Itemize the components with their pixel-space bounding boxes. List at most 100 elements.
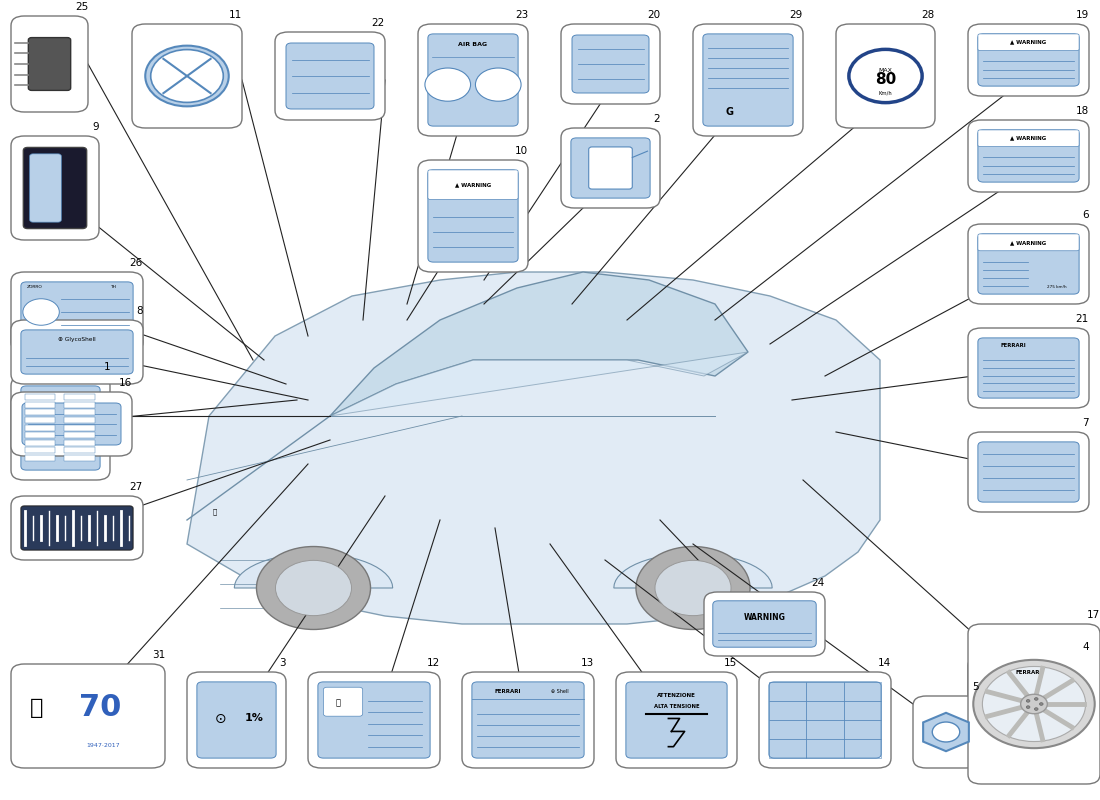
Text: ⊙: ⊙ xyxy=(214,711,227,726)
Text: FERRARI: FERRARI xyxy=(495,689,521,694)
Bar xyxy=(25,455,55,461)
Text: 21: 21 xyxy=(1076,314,1089,324)
Text: 31: 31 xyxy=(152,650,165,660)
FancyBboxPatch shape xyxy=(759,672,891,768)
FancyBboxPatch shape xyxy=(11,16,88,112)
FancyBboxPatch shape xyxy=(978,442,1079,502)
FancyBboxPatch shape xyxy=(30,154,62,222)
Polygon shape xyxy=(330,352,748,416)
FancyBboxPatch shape xyxy=(588,147,632,189)
FancyBboxPatch shape xyxy=(968,656,1089,720)
Text: 🐴: 🐴 xyxy=(212,509,217,515)
Circle shape xyxy=(425,68,471,102)
FancyBboxPatch shape xyxy=(418,160,528,272)
Text: 23: 23 xyxy=(515,10,528,20)
Circle shape xyxy=(1026,706,1030,709)
Text: TH: TH xyxy=(110,285,117,289)
Text: 17: 17 xyxy=(1087,610,1100,620)
FancyBboxPatch shape xyxy=(428,34,518,126)
Bar xyxy=(25,425,55,430)
Text: 70: 70 xyxy=(79,693,121,722)
FancyBboxPatch shape xyxy=(21,506,133,550)
Text: 8: 8 xyxy=(136,306,143,316)
Text: Km/h: Km/h xyxy=(879,90,892,95)
Circle shape xyxy=(256,546,371,630)
Text: 25: 25 xyxy=(75,2,88,12)
FancyBboxPatch shape xyxy=(571,138,650,198)
Bar xyxy=(844,701,881,720)
Polygon shape xyxy=(234,554,393,588)
FancyBboxPatch shape xyxy=(462,672,594,768)
FancyBboxPatch shape xyxy=(978,234,1079,294)
Bar xyxy=(844,720,881,739)
FancyBboxPatch shape xyxy=(275,32,385,120)
Bar xyxy=(25,432,55,438)
FancyBboxPatch shape xyxy=(308,672,440,768)
Text: 4: 4 xyxy=(1082,642,1089,652)
FancyBboxPatch shape xyxy=(713,601,816,647)
Text: 🔧: 🔧 xyxy=(336,698,341,708)
Text: 20: 20 xyxy=(647,10,660,20)
Bar xyxy=(65,447,95,454)
Circle shape xyxy=(849,50,922,102)
Bar xyxy=(806,739,844,758)
Text: 18: 18 xyxy=(1076,106,1089,116)
Circle shape xyxy=(654,560,732,616)
Text: 28: 28 xyxy=(922,10,935,20)
FancyBboxPatch shape xyxy=(978,130,1079,182)
Text: 27: 27 xyxy=(130,482,143,492)
Text: 1%: 1% xyxy=(244,714,263,723)
Text: ZORRO: ZORRO xyxy=(26,285,42,289)
Bar xyxy=(25,447,55,454)
Bar xyxy=(769,739,806,758)
Bar xyxy=(806,720,844,739)
Polygon shape xyxy=(187,272,880,624)
Polygon shape xyxy=(614,554,772,588)
Bar xyxy=(65,455,95,461)
Bar xyxy=(65,410,95,415)
FancyBboxPatch shape xyxy=(21,330,133,374)
FancyBboxPatch shape xyxy=(704,592,825,656)
FancyBboxPatch shape xyxy=(11,320,143,384)
Text: ▲ WARNING: ▲ WARNING xyxy=(1011,240,1046,245)
FancyBboxPatch shape xyxy=(836,24,935,128)
Bar xyxy=(65,402,95,408)
FancyBboxPatch shape xyxy=(616,672,737,768)
Text: 22: 22 xyxy=(372,18,385,28)
Polygon shape xyxy=(330,272,748,416)
Circle shape xyxy=(636,546,750,630)
FancyBboxPatch shape xyxy=(323,687,363,716)
Polygon shape xyxy=(923,713,969,751)
FancyBboxPatch shape xyxy=(978,130,1079,146)
Circle shape xyxy=(1026,699,1030,702)
FancyBboxPatch shape xyxy=(428,170,518,262)
Bar xyxy=(25,440,55,446)
FancyBboxPatch shape xyxy=(418,24,528,136)
FancyBboxPatch shape xyxy=(968,120,1089,192)
Text: 1: 1 xyxy=(103,362,110,372)
Text: 19: 19 xyxy=(1076,10,1089,20)
FancyBboxPatch shape xyxy=(968,224,1089,304)
Circle shape xyxy=(23,298,59,326)
Text: 26: 26 xyxy=(130,258,143,268)
Bar xyxy=(25,410,55,415)
FancyBboxPatch shape xyxy=(769,682,881,758)
FancyBboxPatch shape xyxy=(572,35,649,93)
Bar xyxy=(65,417,95,423)
Bar xyxy=(844,739,881,758)
FancyBboxPatch shape xyxy=(978,34,1079,86)
FancyBboxPatch shape xyxy=(286,43,374,109)
FancyBboxPatch shape xyxy=(11,496,143,560)
Text: 275 km/h: 275 km/h xyxy=(1047,285,1067,289)
Circle shape xyxy=(974,660,1094,748)
Text: ATTENZIONE: ATTENZIONE xyxy=(657,693,696,698)
Text: 9: 9 xyxy=(92,122,99,132)
FancyBboxPatch shape xyxy=(561,24,660,104)
Text: 13: 13 xyxy=(581,658,594,668)
Text: G: G xyxy=(726,107,734,118)
FancyBboxPatch shape xyxy=(11,272,143,352)
FancyBboxPatch shape xyxy=(428,170,518,199)
Text: 1947·2017: 1947·2017 xyxy=(87,742,120,748)
Bar xyxy=(65,394,95,400)
Text: AIR BAG: AIR BAG xyxy=(459,42,487,47)
